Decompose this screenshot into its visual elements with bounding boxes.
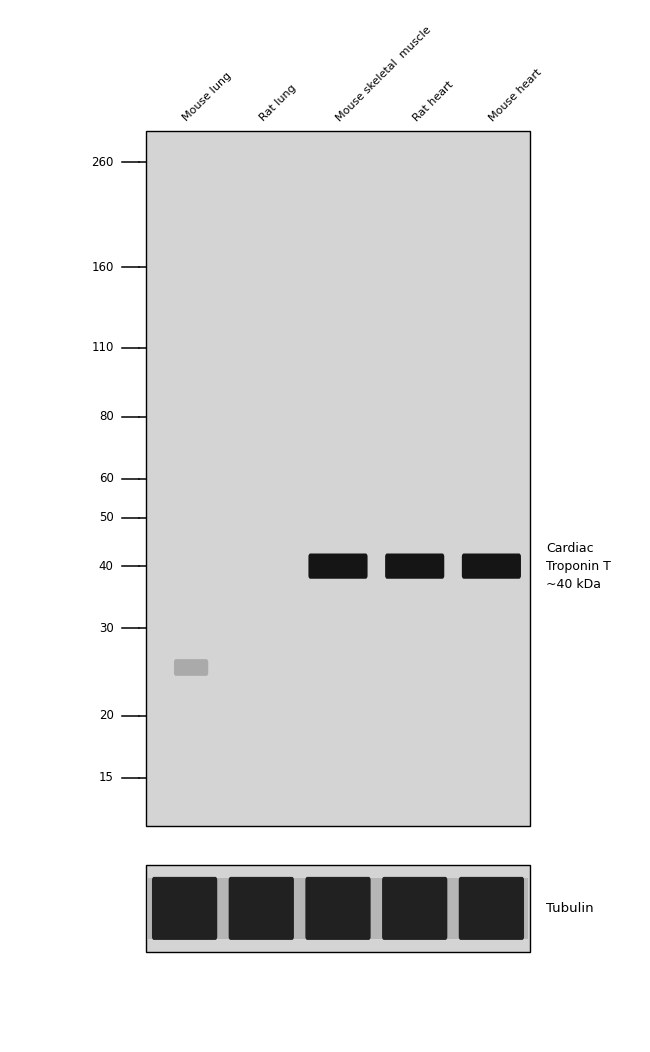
Text: Mouse lung: Mouse lung: [181, 70, 233, 123]
Text: Mouse skeletal  muscle: Mouse skeletal muscle: [334, 24, 433, 123]
FancyBboxPatch shape: [309, 553, 367, 579]
Text: Tubulin: Tubulin: [546, 902, 593, 915]
Text: 60: 60: [99, 472, 114, 485]
Text: Rat lung: Rat lung: [257, 83, 298, 123]
Text: 30: 30: [99, 622, 114, 634]
Bar: [148, 877, 528, 939]
Text: 110: 110: [92, 342, 114, 355]
FancyBboxPatch shape: [459, 877, 524, 939]
Text: Rat heart: Rat heart: [411, 79, 455, 123]
FancyBboxPatch shape: [462, 553, 521, 579]
FancyBboxPatch shape: [229, 877, 294, 939]
Text: 40: 40: [99, 560, 114, 572]
Bar: [146, 865, 530, 952]
Text: 80: 80: [99, 410, 114, 423]
Text: Mouse heart: Mouse heart: [488, 67, 544, 123]
FancyBboxPatch shape: [385, 553, 444, 579]
FancyBboxPatch shape: [174, 660, 208, 675]
FancyBboxPatch shape: [152, 877, 217, 939]
Text: 50: 50: [99, 511, 114, 525]
Bar: [146, 132, 530, 826]
Text: 260: 260: [92, 156, 114, 169]
FancyBboxPatch shape: [306, 877, 370, 939]
Text: 15: 15: [99, 771, 114, 784]
Text: 20: 20: [99, 709, 114, 722]
Text: Cardiac
Troponin T
~40 kDa: Cardiac Troponin T ~40 kDa: [546, 542, 611, 590]
Text: 160: 160: [92, 261, 114, 274]
FancyBboxPatch shape: [382, 877, 447, 939]
